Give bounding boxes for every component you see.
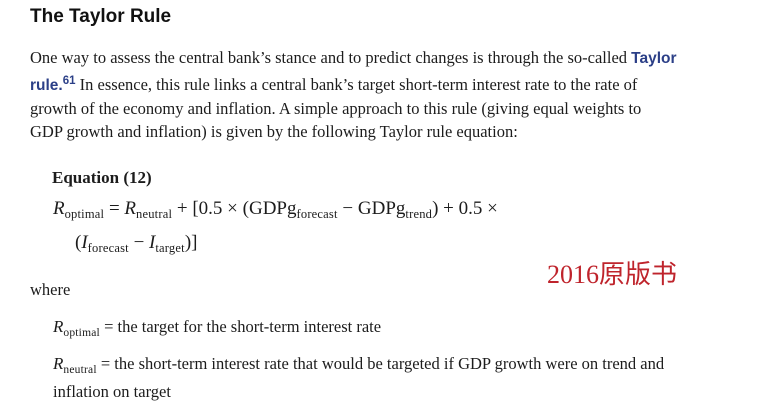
equation-line-1: Roptimal = Rneutral + [0.5 × (GDPgforeca… (53, 198, 498, 222)
var-gdpg-forecast: GDPg (248, 198, 297, 219)
equation-line-2: (Iforecast − Itarget)] (75, 232, 197, 256)
intro-paragraph: One way to assess the central bank’s sta… (30, 46, 760, 143)
paragraph-line: rule.61 In essence, this rule links a ce… (30, 70, 760, 97)
var-r: R (53, 354, 64, 373)
var-r: R (53, 317, 64, 336)
operator-tail: ) + 0.5 × (432, 198, 498, 219)
footnote-ref-61[interactable]: 61 (62, 75, 76, 87)
subscript-optimal: optimal (64, 207, 105, 221)
paragraph-text: In essence, this rule links a central ba… (75, 75, 638, 94)
var-r-neutral: R (124, 198, 137, 219)
where-label: where (30, 280, 71, 299)
close-paren-bracket: )] (184, 232, 198, 253)
definition-text-continued: inflation on target (53, 382, 171, 401)
open-paren: ( (75, 232, 82, 253)
equation-label: Equation (12) (52, 168, 152, 187)
subscript-neutral: neutral (63, 364, 97, 376)
subscript-forecast: forecast (296, 207, 338, 221)
var-r-optimal: R (53, 198, 65, 219)
taylor-rule-term-link[interactable]: Taylor (631, 50, 677, 67)
paragraph-line: growth of the economy and inflation. A s… (30, 99, 642, 118)
subscript-target: target (155, 241, 185, 255)
definition-text: = the short-term interest rate that woul… (96, 354, 665, 373)
minus-sign: − (337, 198, 358, 219)
taylor-rule-term-link[interactable]: rule. (30, 77, 63, 94)
equals-sign: = (104, 198, 125, 219)
subscript-optimal: optimal (63, 327, 100, 339)
minus-sign: − (128, 232, 150, 253)
var-i-target: I (149, 232, 156, 253)
var-i-forecast: I (81, 232, 88, 253)
subscript-trend: trend (405, 207, 433, 221)
subscript-neutral: neutral (136, 207, 173, 221)
paragraph-line: One way to assess the central bank’s sta… (30, 46, 760, 70)
var-gdpg-trend: GDPg (357, 198, 406, 219)
paragraph-text: One way to assess the central bank’s sta… (30, 48, 632, 67)
watermark-stamp: 2016原版书 (547, 260, 678, 289)
subscript-forecast: forecast (87, 241, 129, 255)
paragraph-line: GDP growth and inflation) is given by th… (30, 122, 518, 141)
definition-r-optimal: Roptimal = the target for the short-term… (53, 316, 381, 344)
page-title: The Taylor Rule (30, 6, 172, 27)
definition-r-neutral: Rneutral = the short-term interest rate … (53, 353, 725, 403)
operator-plus-bracket: + [0.5 × ( (172, 198, 249, 219)
definition-text: = the target for the short-term interest… (99, 317, 382, 336)
